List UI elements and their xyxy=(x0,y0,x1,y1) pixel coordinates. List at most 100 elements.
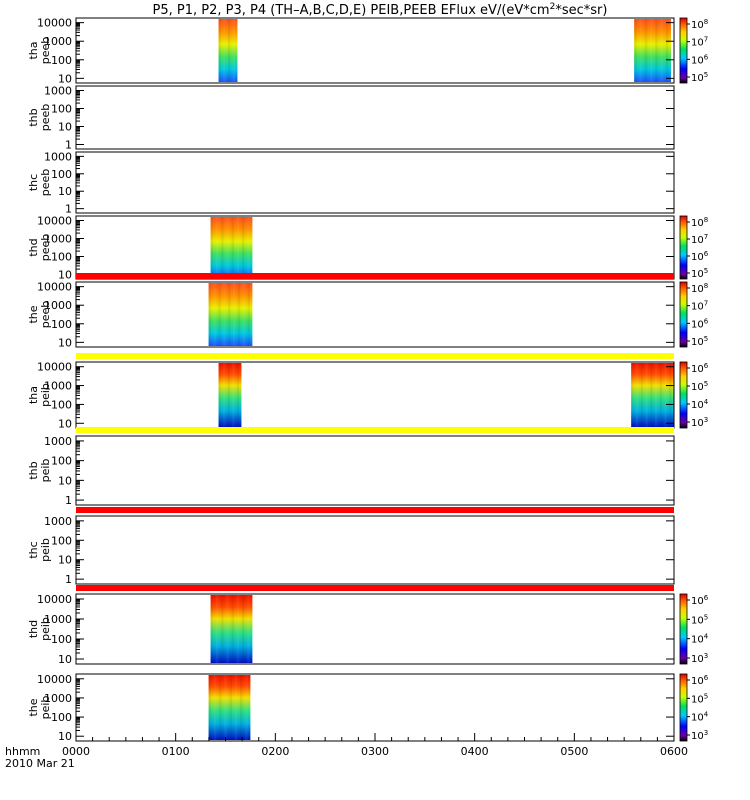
colorbar-label: 106 xyxy=(691,250,709,263)
spectrogram-block xyxy=(218,363,242,427)
colorbar-label: 108 xyxy=(691,282,708,295)
spectrogram-stripe xyxy=(241,217,245,278)
y-tick-label: 100 xyxy=(51,398,72,411)
panel-thb-peib: 1 10 100 1000 thb peib xyxy=(27,427,675,507)
flag-bar xyxy=(76,273,674,279)
y-tick-label: 10 xyxy=(58,653,72,666)
y-tick-label: 1 xyxy=(65,494,72,507)
y-tick-label: 10000 xyxy=(37,17,72,30)
colorbar xyxy=(679,673,688,742)
panel-frame xyxy=(75,673,675,742)
spectrogram-stripe xyxy=(231,217,235,278)
spectrogram-block xyxy=(210,217,253,278)
y-tick-label: 1000 xyxy=(44,515,72,528)
panel-probe-label: tha xyxy=(27,41,40,59)
spectrogram-stripe xyxy=(236,363,240,427)
y-tick-label: 1000 xyxy=(44,380,72,393)
y-tick-label: 10 xyxy=(58,730,72,743)
y-tick-label: 1000 xyxy=(44,692,72,705)
colorbar-label: 106 xyxy=(691,53,709,66)
spectrogram-stripe xyxy=(231,595,235,663)
panel-thb-peeb: 1 10 100 1000 thb peeb xyxy=(27,85,675,152)
colorbar-label: 107 xyxy=(691,300,708,313)
spectrogram-stripe xyxy=(223,283,226,346)
y-tick-label: 10000 xyxy=(37,215,72,228)
spectrogram-block xyxy=(208,283,253,346)
y-tick-label: 10 xyxy=(58,554,72,567)
spectrogram-stripe xyxy=(655,19,658,82)
panel-thd-peeb: 10 100 1000 10000 thd peeb 105 106 107 108 xyxy=(27,215,709,282)
panel-instrument-label: peeb xyxy=(39,234,52,262)
panel-instrument-label: peeb xyxy=(39,37,52,65)
y-tick-label: 10 xyxy=(58,185,72,198)
spectrogram-stripe xyxy=(218,19,221,82)
spectrogram-stripe xyxy=(232,363,235,427)
spectrogram-stripe xyxy=(660,19,664,82)
y-tick-label: 10 xyxy=(58,269,72,282)
spectrogram-stripe xyxy=(218,283,221,346)
flag-bar xyxy=(76,353,674,359)
panel-thc-peeb: 1 10 100 1000 thc peeb xyxy=(27,150,675,216)
time-axis-label-hhmm: hhmm xyxy=(5,745,40,758)
panel-the-peeb: 10 100 1000 10000 the peeb 105 106 107 108 xyxy=(27,273,709,349)
spectrogram-stripe xyxy=(226,217,229,278)
spectrogram-block xyxy=(210,595,253,663)
y-tick-label: 100 xyxy=(51,633,72,646)
panel-thc-peib: 1 10 100 1000 thc peib xyxy=(27,507,675,586)
y-tick-label: 10000 xyxy=(37,593,72,606)
spectrogram-block xyxy=(208,675,251,740)
time-axis-label-date: 2010 Mar 21 xyxy=(5,757,75,770)
y-tick-label: 100 xyxy=(51,711,72,724)
colorbar-label: 105 xyxy=(691,267,708,280)
x-tick-label: 0300 xyxy=(361,745,389,758)
title-superscript: 2 xyxy=(550,2,556,12)
colorbar-label: 103 xyxy=(691,652,708,665)
spectrogram-stripe xyxy=(635,363,639,427)
y-tick-label: 10000 xyxy=(37,361,72,374)
y-tick-label: 100 xyxy=(51,103,72,116)
panel-the-peib: 10 100 1000 10000 the peib 103 104 105 106 xyxy=(27,673,709,743)
panel-instrument-label: peib xyxy=(39,383,52,407)
colorbar-label: 107 xyxy=(691,36,708,49)
spectrogram-stripe xyxy=(224,675,227,740)
spectrogram-stripe xyxy=(226,595,229,663)
colorbar-label: 105 xyxy=(691,71,708,84)
spectrogram-block xyxy=(634,19,672,82)
spectrogram-stripe xyxy=(649,19,653,82)
spectrogram-stripe xyxy=(213,283,216,346)
y-tick-label: 10 xyxy=(58,121,72,134)
spectrogram-stripe xyxy=(631,363,634,427)
y-tick-label: 100 xyxy=(51,455,72,468)
y-tick-label: 1 xyxy=(65,203,72,216)
panel-instrument-label: peib xyxy=(39,459,52,483)
spectrogram-stripe xyxy=(215,217,219,278)
colorbar-label: 103 xyxy=(691,729,708,742)
spectrogram-stripe xyxy=(664,363,667,427)
panel-probe-label: thd xyxy=(27,620,40,638)
x-tick-label: 0200 xyxy=(261,745,289,758)
panel-instrument-label: peeb xyxy=(39,104,52,132)
panel-frame xyxy=(75,361,675,429)
colorbar xyxy=(679,215,688,280)
time-axis: 0000 0100 0200 0300 0400 0500 0600 xyxy=(62,733,688,758)
spectrogram-stripe xyxy=(665,19,669,82)
colorbar-label: 105 xyxy=(691,692,708,705)
panel-tha-peib: 10 100 1000 10000 tha peib 103 104 105 106 xyxy=(27,353,709,430)
panel-frame xyxy=(75,435,675,506)
panel-instrument-label: peib xyxy=(39,696,52,720)
spectrogram-stripe xyxy=(208,283,211,346)
colorbar xyxy=(679,281,688,348)
spectrogram-stripe xyxy=(645,363,648,427)
panel-thd-peib: 10 100 1000 10000 thd peib 103 104 105 106 xyxy=(27,585,709,666)
colorbar-label: 105 xyxy=(691,613,708,626)
y-tick-label: 1000 xyxy=(44,150,72,163)
spectrogram-stripe xyxy=(223,363,226,427)
y-tick-label: 100 xyxy=(51,318,72,331)
panel-probe-label: thd xyxy=(27,238,40,256)
spectrogram-stripe xyxy=(659,363,663,427)
spectrogram-stripe xyxy=(215,595,219,663)
colorbar-label: 106 xyxy=(691,594,709,607)
colorbar-label: 105 xyxy=(691,335,708,348)
panel-tha-peeb: 10 100 1000 10000 tha peeb 105 106 107 108 xyxy=(27,17,709,86)
y-tick-label: 10000 xyxy=(37,673,72,686)
